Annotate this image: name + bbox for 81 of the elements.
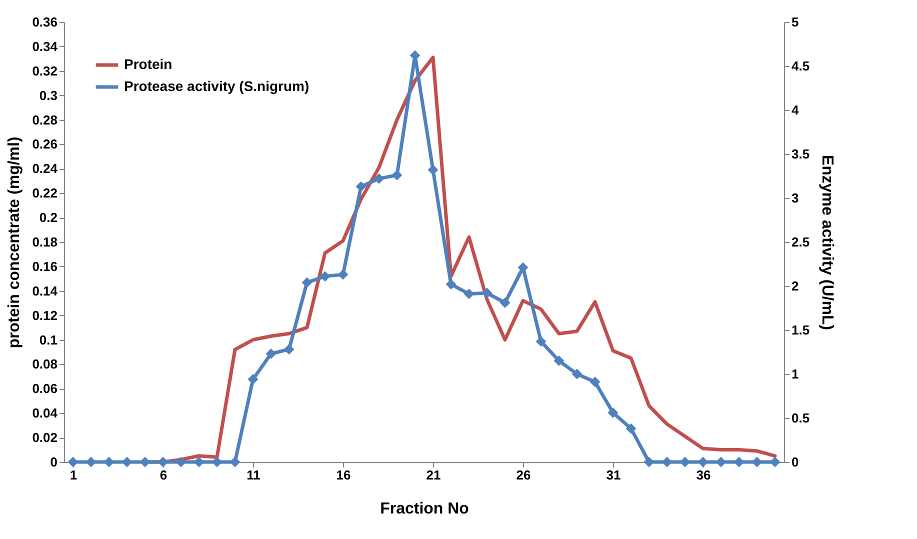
x-tick-label: 1 [70, 468, 78, 482]
point [554, 356, 564, 366]
point [644, 456, 654, 468]
point [464, 288, 474, 300]
x-tick-label: 6 [160, 468, 168, 482]
y-tick-label: 0.08 [32, 356, 58, 372]
point [752, 456, 762, 468]
y-tick-label: 0.16 [32, 258, 58, 274]
point [320, 271, 330, 282]
point [140, 456, 150, 468]
x-tick-label: 26 [516, 468, 531, 482]
y-tick-label: 0.12 [32, 308, 58, 323]
point [302, 277, 312, 288]
point [230, 456, 240, 468]
point [734, 456, 744, 468]
y-tick-label: 0.2 [39, 210, 58, 226]
legend-label: Protein [124, 56, 172, 72]
y2-tick-label: 3.5 [792, 146, 810, 162]
y-tick-label: 0.22 [32, 186, 58, 201]
point [626, 423, 636, 434]
y-tick-label: 0 [50, 454, 58, 470]
point [86, 456, 96, 468]
y2-tick-label: 3 [792, 190, 799, 206]
x-axis-title: Fraction No [380, 500, 470, 518]
y2-tick-label: 1 [792, 366, 799, 382]
point [662, 456, 672, 468]
y-tick-label: 0.28 [32, 112, 58, 128]
point [500, 297, 510, 308]
y2-tick-label: 0.5 [792, 410, 810, 426]
point [68, 456, 78, 468]
x-tick-label: 31 [606, 468, 621, 482]
point [158, 456, 168, 468]
y2-tick-label: 5 [792, 14, 799, 30]
point [374, 173, 384, 184]
point [284, 344, 294, 355]
point [266, 348, 276, 360]
legend-label: Protease activity (S.nigrum) [124, 78, 310, 94]
y-tick-label: 0.26 [32, 136, 58, 152]
point [572, 368, 582, 380]
y2-tick-label: 4 [792, 102, 800, 118]
point [590, 376, 600, 388]
y-tick-label: 0.1 [39, 332, 58, 348]
y-tick-label: 0.32 [32, 63, 58, 78]
x-tick-label: 16 [336, 468, 351, 482]
point [248, 374, 258, 385]
point [680, 456, 690, 468]
point [608, 407, 618, 418]
y-tick-label: 0.06 [32, 381, 58, 396]
y2-tick-label: 2.5 [792, 234, 810, 250]
point [716, 456, 726, 468]
y-axis-title: protein concentrate (mg/ml) [6, 136, 24, 348]
point [338, 269, 348, 280]
point [428, 164, 438, 176]
y2-tick-label: 1.5 [792, 322, 810, 338]
y-tick-label: 0.18 [32, 234, 58, 250]
y-tick-label: 0.36 [32, 14, 58, 30]
point [122, 456, 132, 468]
y-tick-label: 0.3 [39, 88, 58, 103]
point [482, 288, 492, 298]
point [392, 170, 402, 180]
point [698, 456, 708, 468]
y-tick-label: 0.14 [32, 283, 58, 298]
x-tick-label: 21 [426, 468, 441, 482]
y-tick-label: 0.04 [32, 406, 58, 421]
point [356, 181, 366, 192]
y-tick-label: 0.24 [32, 161, 58, 176]
point [176, 456, 186, 468]
point [194, 456, 204, 468]
point [446, 278, 456, 290]
point [536, 336, 546, 347]
y2-tick-label: 4.5 [792, 58, 810, 74]
point [104, 456, 114, 468]
x-tick-label: 36 [696, 468, 711, 482]
y2-axis-title: Enzyme activity (U/mL) [818, 154, 836, 330]
point [770, 456, 780, 468]
y-tick-label: 0.02 [32, 430, 58, 446]
x-tick-label: 11 [246, 468, 260, 482]
point [212, 456, 222, 468]
y2-tick-label: 0 [792, 454, 799, 470]
y-tick-label: 0.34 [32, 38, 58, 54]
y2-tick-label: 2 [792, 278, 799, 294]
